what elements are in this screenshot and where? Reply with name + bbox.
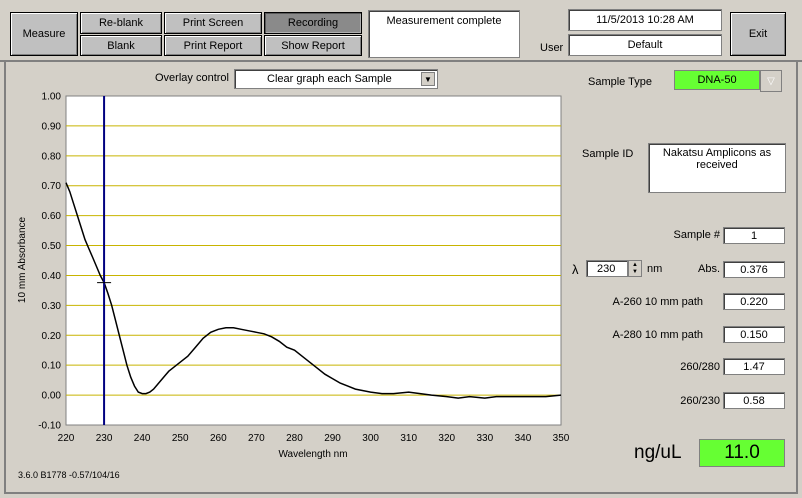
y-tick-label: 0.70 xyxy=(42,181,62,192)
y-tick-labels: -0.10 0.00 0.10 0.20 0.30 0.40 0.50 0.60 0.70 0.8… xyxy=(38,92,61,432)
x-tick-label: 280 xyxy=(286,433,303,444)
x-tick-label: 320 xyxy=(438,433,455,444)
sample-number-label: Sample # xyxy=(673,229,720,241)
x-tick-label: 240 xyxy=(134,433,151,444)
sample-id-label: Sample ID xyxy=(582,148,634,160)
a280-label: A-280 10 mm path xyxy=(612,329,704,341)
sample-id-field[interactable]: Nakatsu Amplicons as received xyxy=(648,143,786,193)
print-screen-button[interactable]: Print Screen xyxy=(164,12,262,34)
ratio-260-280-value: 1.47 xyxy=(723,358,785,375)
spectrum-line xyxy=(65,182,562,399)
wavelength-unit: nm xyxy=(647,263,663,275)
y-tick-label: 0.10 xyxy=(42,361,62,372)
x-tick-label: 250 xyxy=(172,433,189,444)
absorbance-label: Abs. xyxy=(697,263,720,275)
y-tick-label: -0.10 xyxy=(38,421,61,432)
wavelength-input[interactable]: 230 xyxy=(586,260,628,277)
ratio-260-230-value: 0.58 xyxy=(723,392,785,409)
ratio-260-280-label: 260/280 xyxy=(680,361,720,373)
y-tick-label: 0.00 xyxy=(42,391,62,402)
reblank-button[interactable]: Re-blank xyxy=(80,12,162,34)
y-tick-label: 0.60 xyxy=(42,211,62,222)
stepper-up-icon[interactable]: ▲ xyxy=(632,261,638,268)
x-axis-label: Wavelength nm xyxy=(278,449,347,460)
ratio-260-230-label: 260/230 xyxy=(680,395,720,407)
overlay-control-select[interactable]: Clear graph each Sample ▼ xyxy=(234,69,438,89)
x-tick-label: 270 xyxy=(248,433,265,444)
a260-value: 0.220 xyxy=(723,293,785,310)
wavelength-stepper[interactable]: ▲ ▼ xyxy=(628,260,642,277)
x-tick-label: 230 xyxy=(96,433,113,444)
y-tick-label: 0.80 xyxy=(42,151,62,162)
sample-type-select[interactable]: DNA-50 xyxy=(674,70,760,90)
y-tick-label: 0.90 xyxy=(42,121,62,132)
y-tick-label: 1.00 xyxy=(42,92,62,103)
overlay-control-value: Clear graph each Sample xyxy=(267,73,392,85)
concentration-label: ng/uL xyxy=(634,442,682,463)
plot-area xyxy=(65,95,562,426)
exit-button[interactable]: Exit xyxy=(730,12,786,56)
main-panel xyxy=(4,62,798,494)
y-tick-label: 0.30 xyxy=(42,301,62,312)
x-tick-label: 260 xyxy=(210,433,227,444)
blank-button[interactable]: Blank xyxy=(80,35,162,56)
x-tick-label: 330 xyxy=(477,433,494,444)
x-tick-label: 220 xyxy=(58,433,75,444)
a280-value: 0.150 xyxy=(723,326,785,343)
x-tick-label: 300 xyxy=(362,433,379,444)
x-tick-label: 310 xyxy=(400,433,417,444)
show-report-button[interactable]: Show Report xyxy=(264,35,362,56)
x-tick-label: 350 xyxy=(553,433,570,444)
absorbance-value: 0.376 xyxy=(723,261,785,278)
sample-number-value: 1 xyxy=(723,227,785,244)
sample-type-value: DNA-50 xyxy=(697,74,737,86)
x-tick-labels: 220 230 240 250 260 270 280 290 300 310 320 330 340 3… xyxy=(58,433,570,444)
a260-label: A-260 10 mm path xyxy=(612,296,704,308)
overlay-control-label: Overlay control xyxy=(155,72,229,84)
chevron-down-icon[interactable]: ▼ xyxy=(421,72,435,86)
datetime-display: 11/5/2013 10:28 AM xyxy=(568,9,722,31)
sample-id-value: Nakatsu Amplicons as received xyxy=(662,147,772,171)
y-axis-label: 10 mm Absorbance xyxy=(17,216,28,303)
user-field: Default xyxy=(568,34,722,56)
x-tick-label: 290 xyxy=(324,433,341,444)
recording-toggle[interactable]: Recording xyxy=(264,12,362,34)
user-label: User xyxy=(540,42,564,54)
y-tick-label: 0.20 xyxy=(42,331,62,342)
version-label: 3.6.0 B1778 -0.57/104/16 xyxy=(18,470,120,480)
top-toolbar: Measure Re-blank Blank Print Screen Prin… xyxy=(0,0,802,62)
measure-button[interactable]: Measure xyxy=(10,12,78,56)
sample-type-dropdown-icon[interactable]: ▽ xyxy=(760,70,782,92)
lambda-symbol: λ xyxy=(572,262,579,277)
concentration-value: 11.0 xyxy=(699,439,785,467)
status-message: Measurement complete xyxy=(368,10,520,58)
stepper-down-icon[interactable]: ▼ xyxy=(632,269,638,276)
x-tick-label: 340 xyxy=(515,433,532,444)
y-tick-label: 0.40 xyxy=(42,271,62,282)
sample-type-label: Sample Type xyxy=(588,76,653,88)
y-tick-label: 0.50 xyxy=(42,241,62,252)
print-report-button[interactable]: Print Report xyxy=(164,35,262,56)
